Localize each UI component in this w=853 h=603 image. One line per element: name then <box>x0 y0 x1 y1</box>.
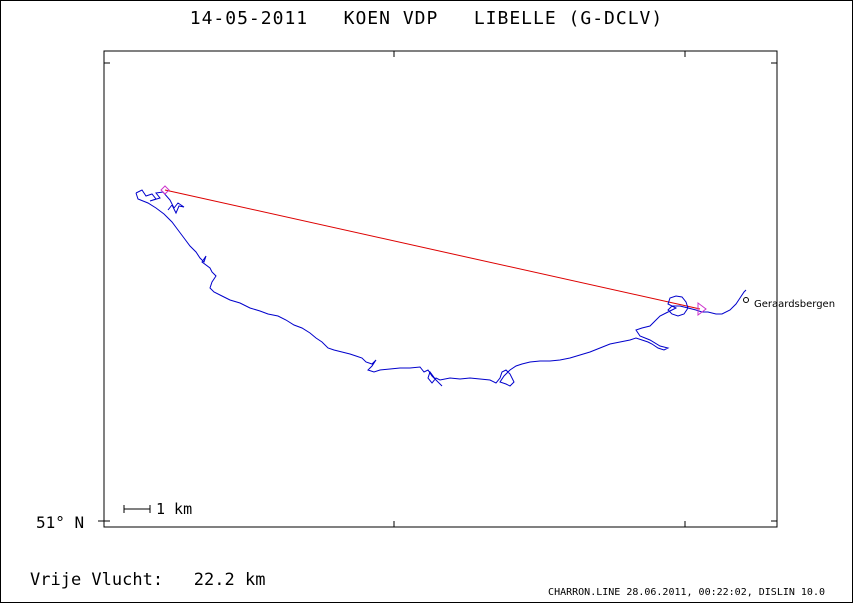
straight-distance-line <box>164 189 701 310</box>
scale-bar <box>123 505 151 513</box>
finish-marker <box>697 302 707 316</box>
page-title: 14-05-2011 KOEN VDP LIBELLE (G-DCLV) <box>189 8 664 29</box>
town-label: Geraardsbergen <box>754 299 836 310</box>
scale-label: 1 km <box>156 500 193 518</box>
latitude-label: 51° N <box>36 513 85 532</box>
start-marker <box>160 185 170 195</box>
flight-track <box>135 189 747 387</box>
town-marker <box>743 297 749 303</box>
distance-value: 22.2 km <box>193 570 266 590</box>
map-frame <box>103 50 778 528</box>
distance-label: Vrije Vlucht: <box>30 570 164 590</box>
footer-credit: CHARRON.LINE 28.06.2011, 00:22:02, DISLI… <box>548 587 825 598</box>
flight-distance: Vrije Vlucht: 22.2 km <box>30 570 265 590</box>
